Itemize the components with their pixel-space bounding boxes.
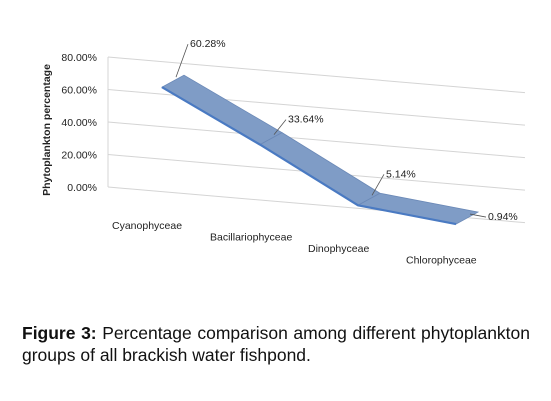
chart-area: 0.00% 20.00% 40.00% 60.00% 80.00% Phytoplankt… [41,38,526,267]
y-tick-label: 80.00% [61,52,97,64]
y-tick-label: 40.00% [61,117,97,129]
y-tick-label: 0.00% [67,182,97,194]
y-tick-label: 60.00% [61,85,97,97]
data-label: 33.64% [288,114,324,126]
gridline [107,56,526,94]
x-tick-label: Dinophyceae [308,243,369,255]
data-label: 60.28% [190,38,226,50]
data-label: 5.14% [386,168,416,180]
ribbon-segment [161,74,283,146]
figure-label: Figure 3: [22,323,97,343]
label-leader [371,174,385,196]
label-leader [273,119,287,135]
x-tick-label: Cyanophyceae [112,220,182,232]
series-line [161,86,457,226]
figure-caption: Figure 3: Percentage comparison among di… [22,322,530,366]
x-tick-label: Chlorophyceae [406,255,477,267]
x-tick-label: Bacillariophyceae [210,232,292,244]
data-label: 0.94% [488,211,518,223]
y-tick-label: 20.00% [61,150,97,162]
figure-caption-text: Percentage comparison among different ph… [22,323,530,365]
y-axis-label: Phytoplankton percentage [41,64,53,196]
label-leader [175,44,189,78]
label-leader [469,213,487,218]
ribbon-chart: 0.00% 20.00% 40.00% 60.00% 80.00% Phytoplankt… [41,38,526,267]
gridline [107,121,526,159]
